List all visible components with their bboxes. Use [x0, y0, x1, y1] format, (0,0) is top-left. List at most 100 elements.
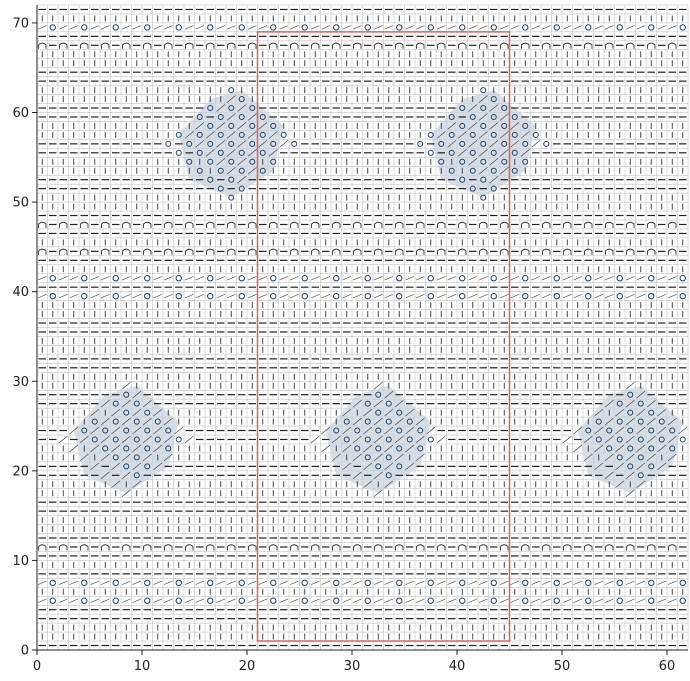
decrease-symbol — [310, 294, 320, 299]
decrease-symbol — [279, 294, 289, 299]
cable-arch-symbol — [395, 42, 404, 49]
yarn-over-symbol — [375, 427, 382, 434]
cable-arch-symbol — [206, 42, 215, 49]
y-tick-label: 10 — [12, 554, 29, 569]
decrease-symbol — [531, 25, 541, 30]
decrease-symbol — [100, 453, 110, 462]
cable-arch-symbol — [479, 544, 488, 551]
cable-arch-symbol — [521, 248, 530, 255]
yarn-over-symbol — [133, 436, 140, 443]
cable-arch-symbol — [80, 221, 89, 228]
decrease-symbol — [195, 25, 205, 30]
yarn-over-symbol — [112, 418, 119, 425]
decrease-symbol — [394, 417, 404, 426]
cable-arch-symbol — [353, 42, 362, 49]
decrease-symbol — [373, 471, 383, 480]
yarn-over-symbol — [511, 113, 518, 120]
cable-arch-symbol — [605, 42, 614, 49]
cable-arch-symbol — [647, 42, 656, 49]
decrease-symbol — [363, 444, 373, 453]
decrease-symbol — [363, 480, 373, 489]
decrease-symbol — [153, 598, 163, 603]
decrease-symbol — [216, 140, 226, 148]
decrease-symbol — [657, 598, 667, 603]
decrease-symbol — [195, 122, 205, 130]
eyelet-symbol — [585, 292, 592, 300]
decrease-symbol — [646, 417, 656, 426]
decrease-symbol — [510, 598, 520, 603]
cable-arch-symbol — [143, 544, 152, 551]
yarn-over-symbol — [627, 445, 634, 452]
decrease-symbol — [100, 435, 110, 444]
decrease-symbol — [499, 149, 509, 157]
eyelet-symbol — [396, 292, 403, 300]
decrease-symbol — [657, 276, 667, 281]
decrease-symbol — [436, 276, 446, 281]
yarn-over-symbol — [133, 454, 140, 461]
decrease-symbol — [226, 276, 236, 281]
yarn-over-symbol — [259, 113, 266, 120]
cable-arch-symbol — [101, 42, 110, 49]
decrease-symbol — [90, 426, 100, 435]
cable-arch-symbol — [206, 544, 215, 551]
cable-arch-symbol — [290, 221, 299, 228]
eyelet-symbol — [616, 292, 623, 300]
eyelet-symbol — [175, 292, 182, 300]
decrease-symbol — [69, 444, 79, 453]
cable-arch-symbol — [374, 544, 383, 551]
yarn-over-symbol — [228, 122, 235, 129]
decrease-symbol — [310, 276, 320, 281]
decrease-symbol — [573, 444, 583, 453]
decrease-symbol — [436, 580, 446, 585]
yarn-over-symbol — [522, 158, 529, 165]
eyelet-symbol — [175, 579, 182, 586]
yarn-over-symbol — [375, 409, 382, 416]
cable-arch-symbol — [542, 248, 551, 255]
decrease-symbol — [373, 453, 383, 462]
yarn-over-symbol — [490, 167, 497, 174]
yarn-over-symbol — [259, 149, 266, 156]
cable-arch-symbol — [269, 544, 278, 551]
eyelet-symbol — [144, 24, 151, 31]
cable-arch-symbol — [500, 221, 509, 228]
cable-arch-symbol — [59, 42, 68, 49]
yarn-over-symbol — [648, 445, 655, 452]
eyelet-symbol — [585, 579, 592, 586]
yarn-over-symbol — [385, 472, 392, 479]
yarn-over-symbol — [228, 194, 235, 201]
y-tick-label: 0 — [21, 644, 29, 659]
decrease-symbol — [604, 471, 614, 480]
decrease-symbol — [121, 25, 131, 30]
decrease-symbol — [268, 149, 278, 157]
cable-arch-symbol — [185, 248, 194, 255]
yarn-over-symbol — [144, 445, 151, 452]
yarn-over-symbol — [480, 122, 487, 129]
cable-arch-symbol — [374, 42, 383, 49]
decrease-symbol — [153, 276, 163, 281]
decrease-symbol — [279, 25, 289, 30]
eyelet-symbol — [553, 24, 560, 31]
yarn-over-symbol — [480, 194, 487, 201]
decrease-symbol — [636, 276, 646, 281]
eyelet-symbol — [49, 292, 56, 300]
decrease-symbol — [667, 276, 677, 281]
yarn-over-symbol — [396, 409, 403, 416]
yarn-over-symbol — [102, 445, 109, 452]
cable-arch-symbol — [101, 544, 110, 551]
yarn-over-symbol — [448, 167, 455, 174]
decrease-symbol — [342, 444, 352, 453]
decrease-symbol — [342, 408, 352, 417]
yarn-over-symbol — [364, 400, 371, 407]
yarn-over-symbol — [123, 409, 130, 416]
decrease-symbol — [646, 453, 656, 462]
cable-arch-symbol — [122, 221, 131, 228]
yarn-over-symbol — [354, 445, 361, 452]
cable-arch-symbol — [38, 544, 47, 551]
decrease-symbol — [58, 598, 68, 603]
decrease-symbol — [562, 294, 572, 299]
yarn-over-symbol — [364, 418, 371, 425]
decrease-symbol — [153, 444, 163, 453]
decrease-symbol — [436, 294, 446, 299]
eyelet-symbol — [396, 579, 403, 586]
decrease-symbol — [247, 580, 257, 585]
